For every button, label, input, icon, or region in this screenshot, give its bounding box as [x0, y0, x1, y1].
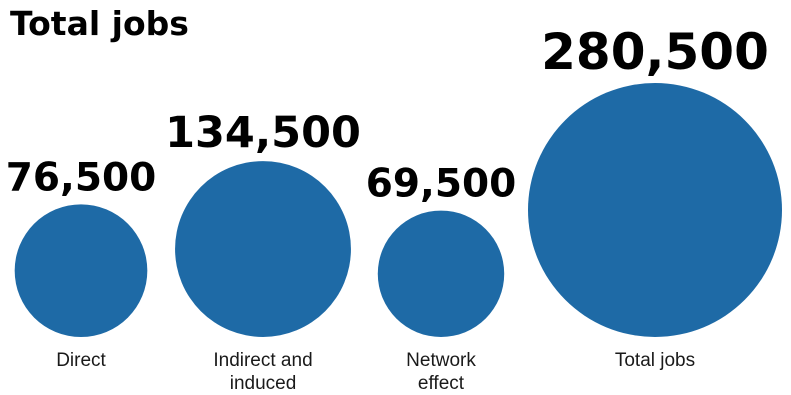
category-label: Direct [56, 350, 106, 371]
category-label: effect [418, 373, 465, 394]
category-label: Indirect and [213, 350, 312, 371]
bubble-1 [175, 161, 351, 337]
page-title: Total jobs [10, 4, 189, 43]
bubble-2 [377, 210, 505, 337]
bubble-3 [528, 83, 782, 337]
bubble-value-label: 134,500 [165, 108, 361, 158]
bubble-value-label: 69,500 [366, 162, 517, 207]
category-label: Network [406, 350, 476, 371]
bubble-value-label: 280,500 [541, 23, 769, 81]
category-label: induced [230, 373, 297, 394]
bubble-0 [14, 204, 148, 337]
category-label: Total jobs [615, 350, 695, 371]
bubble-value-label: 76,500 [6, 155, 157, 200]
